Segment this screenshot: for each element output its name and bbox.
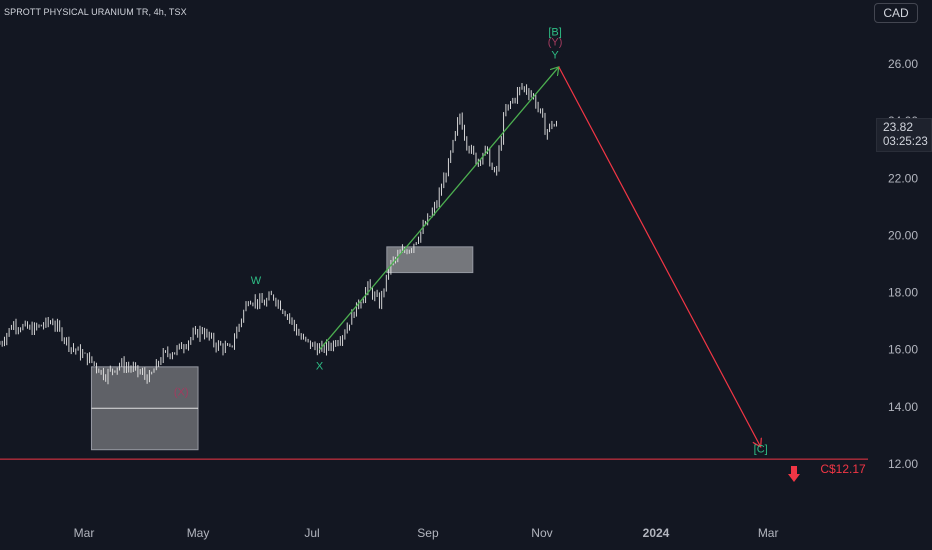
x-tick-label: Jul <box>304 526 319 540</box>
x-tick-label: May <box>187 526 210 540</box>
wave-label: W <box>251 275 262 287</box>
y-tick-label: 12.00 <box>888 457 918 471</box>
x-tick-label: Mar <box>74 526 95 540</box>
bar-countdown: 03:25:23 <box>883 136 928 148</box>
target-zone-2[interactable] <box>386 246 474 274</box>
last-price-label: 23.82 03:25:23 <box>876 118 932 152</box>
wave-label: [C] <box>754 444 768 456</box>
currency-selector[interactable]: CAD <box>874 3 918 23</box>
wave-label: X <box>316 361 324 373</box>
symbol-title: SPROTT PHYSICAL URANIUM TR, 4h, TSX <box>4 7 187 17</box>
x-tick-label: Mar <box>758 526 779 540</box>
y-tick-label: 18.00 <box>888 286 918 300</box>
x-tick-label: Nov <box>531 526 552 540</box>
last-price-value: 23.82 <box>883 120 914 134</box>
y-tick-label: 20.00 <box>888 228 918 242</box>
x-tick-label: Sep <box>417 526 439 540</box>
support-price-label: C$12.17 <box>820 462 866 476</box>
uptrend-arrow[interactable] <box>319 67 559 351</box>
down-arrow-icon <box>788 466 800 482</box>
wave-label: Y <box>551 49 559 61</box>
wave-label: [B] <box>548 26 561 38</box>
wave-label: (Y) <box>548 36 563 48</box>
y-tick-label: 16.00 <box>888 343 918 357</box>
y-tick-label: 22.00 <box>888 171 918 185</box>
y-tick-label: 14.00 <box>888 400 918 414</box>
forecast-arrow[interactable] <box>558 66 761 447</box>
wave-label: (X) <box>174 386 189 398</box>
x-tick-label: 2024 <box>643 526 670 540</box>
y-tick-label: 26.00 <box>888 57 918 71</box>
